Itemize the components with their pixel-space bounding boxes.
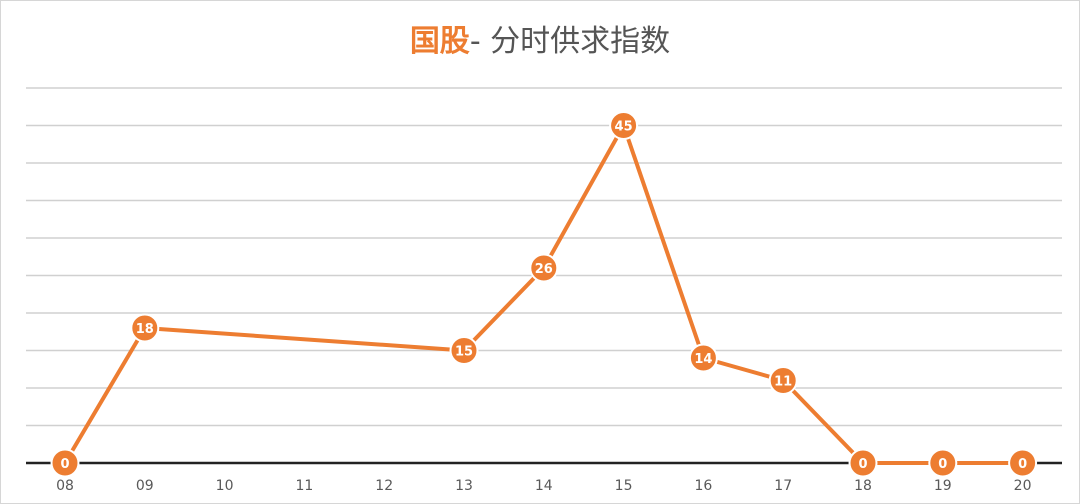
data-point-marker	[529, 253, 559, 283]
data-point: 0	[50, 448, 80, 478]
data-point: 11	[768, 366, 798, 395]
data-label: 0	[1018, 457, 1027, 472]
data-point-marker	[848, 448, 878, 478]
data-label: 26	[535, 262, 553, 277]
gridlines	[26, 87, 1062, 465]
data-point: 15	[449, 336, 479, 365]
x-axis-ticks: 08 09 10 11 12 13 14 15 16 17 18 19 20	[56, 478, 1031, 494]
data-label: 45	[615, 120, 633, 135]
data-point-marker	[50, 448, 80, 478]
data-point-marker	[130, 313, 160, 343]
x-tick-label: 18	[854, 478, 872, 494]
data-point: 0	[848, 448, 878, 478]
chart-title: 国股- 分时供求指数	[0, 22, 1080, 62]
data-point: 26	[529, 253, 559, 283]
data-point: 45	[609, 111, 639, 140]
data-label: 0	[60, 457, 69, 472]
data-label: 0	[938, 457, 947, 472]
data-point: 14	[688, 343, 718, 373]
data-point-marker	[449, 336, 479, 365]
data-point-marker	[928, 448, 958, 478]
x-tick-label: 20	[1014, 478, 1032, 494]
data-point-marker	[768, 366, 798, 395]
data-label: 11	[774, 375, 792, 390]
x-tick-label: 15	[615, 478, 633, 494]
data-point-marker	[1008, 448, 1038, 478]
data-label: 0	[858, 457, 867, 472]
data-point: 18	[130, 313, 160, 343]
x-tick-label: 09	[136, 478, 154, 494]
data-label: 14	[694, 352, 712, 367]
data-label: 18	[136, 322, 154, 337]
chart-title-rest: - 分时供求指数	[469, 24, 671, 59]
x-tick-label: 13	[455, 478, 473, 494]
series-points: 0 18 15 26 45 14 11 0 0 0	[50, 111, 1038, 478]
x-tick-label: 19	[934, 478, 952, 494]
x-tick-label: 08	[56, 478, 74, 494]
x-tick-label: 14	[535, 478, 553, 494]
x-tick-label: 17	[774, 478, 792, 494]
data-point: 0	[928, 448, 958, 478]
x-tick-label: 10	[216, 478, 234, 494]
series-lines	[63, 123, 1023, 465]
x-tick-label: 12	[375, 478, 393, 494]
series-line	[63, 123, 1023, 465]
data-point-marker	[609, 111, 639, 140]
x-tick-label: 11	[295, 478, 313, 494]
chart-title-accent: 国股	[409, 24, 470, 59]
x-tick-label: 16	[694, 478, 712, 494]
data-point: 0	[1008, 448, 1038, 478]
data-point-marker	[688, 343, 718, 373]
data-label: 15	[455, 345, 473, 360]
